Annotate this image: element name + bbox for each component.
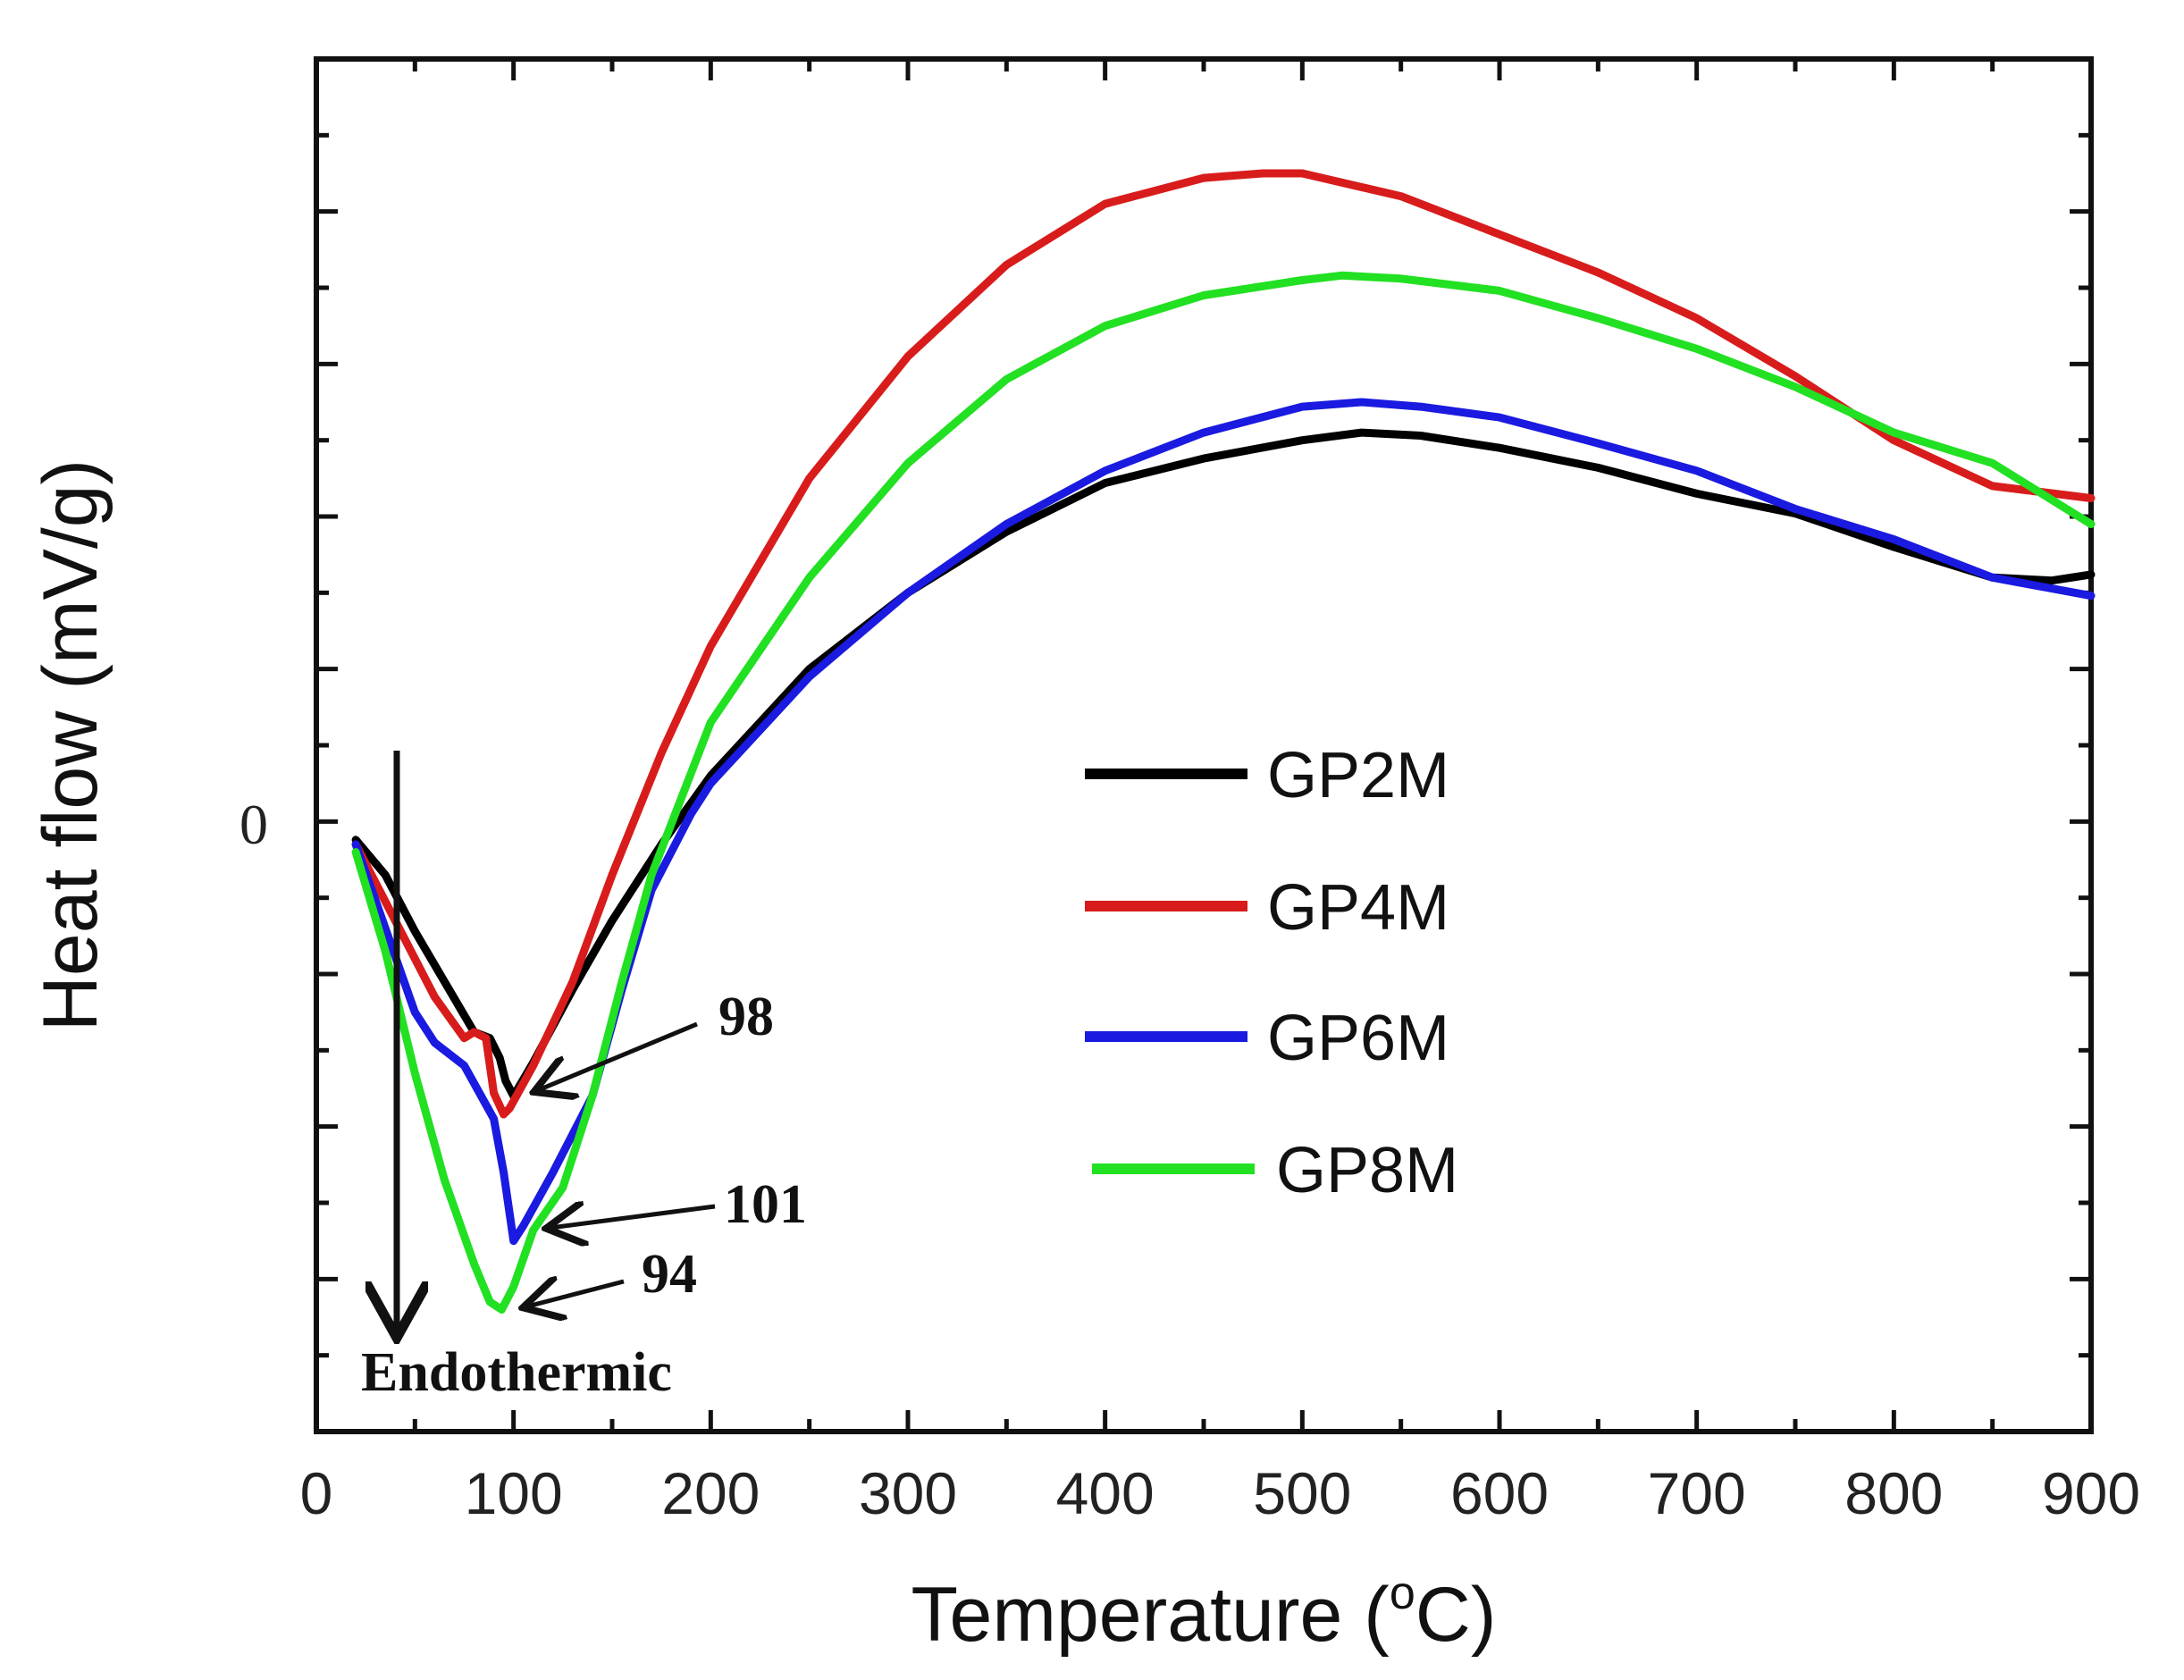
legend-item: GP6M	[1085, 1003, 1449, 1074]
annotation-label-101: 101	[724, 1174, 807, 1235]
series-layer	[351, 169, 2096, 1314]
x-tick-label: 300	[859, 1460, 957, 1526]
x-tick-label: 500	[1253, 1460, 1351, 1526]
annotation-label-94: 94	[642, 1244, 697, 1305]
x-tick-label: 0	[300, 1460, 333, 1526]
annotation-94: 94	[527, 1244, 697, 1306]
legend-label-gp6m: GP6M	[1267, 1003, 1449, 1074]
legend-label-gp4m: GP4M	[1267, 872, 1449, 944]
series-line-gp8m	[351, 271, 2096, 1314]
axis-ticks	[314, 56, 2094, 1434]
annotation-arrow-101	[550, 1206, 716, 1228]
legend-label-gp2m: GP2M	[1267, 740, 1449, 811]
x-axis-title: Temperature (oC)	[911, 1567, 1497, 1658]
annotation-101: 101	[550, 1174, 807, 1235]
x-tick-label: 800	[1844, 1460, 1943, 1526]
x-tick-labels: 0 100 200 300 400 500 600 700 800 900	[300, 1460, 2140, 1526]
series-line-gp4m	[351, 169, 2096, 1119]
x-tick-label: 700	[1648, 1460, 1746, 1526]
legend-item: GP2M	[1085, 740, 1449, 811]
legend-item: GP8M	[1092, 1135, 1458, 1206]
x-tick-label: 600	[1450, 1460, 1549, 1526]
annotation-arrow-98	[538, 1021, 698, 1090]
x-tick-label: 900	[2042, 1460, 2140, 1526]
legend: GP2M GP4M GP6M GP8M	[1085, 740, 1458, 1206]
annotation-arrow-94	[527, 1281, 625, 1306]
x-tick-label: 100	[465, 1460, 563, 1526]
y-axis-title: Heat flow (mV/g)	[28, 459, 113, 1031]
legend-item: GP4M	[1085, 872, 1449, 944]
annotation-98: 98	[538, 987, 774, 1090]
y-zero-label: 0	[239, 793, 268, 856]
x-tick-label: 200	[661, 1460, 760, 1526]
legend-label-gp8m: GP8M	[1276, 1135, 1458, 1206]
endothermic-label: Endothermic	[361, 1342, 672, 1403]
x-tick-label: 400	[1056, 1460, 1155, 1526]
series-line-gp6m	[351, 398, 2096, 1246]
annotation-label-98: 98	[718, 987, 774, 1047]
